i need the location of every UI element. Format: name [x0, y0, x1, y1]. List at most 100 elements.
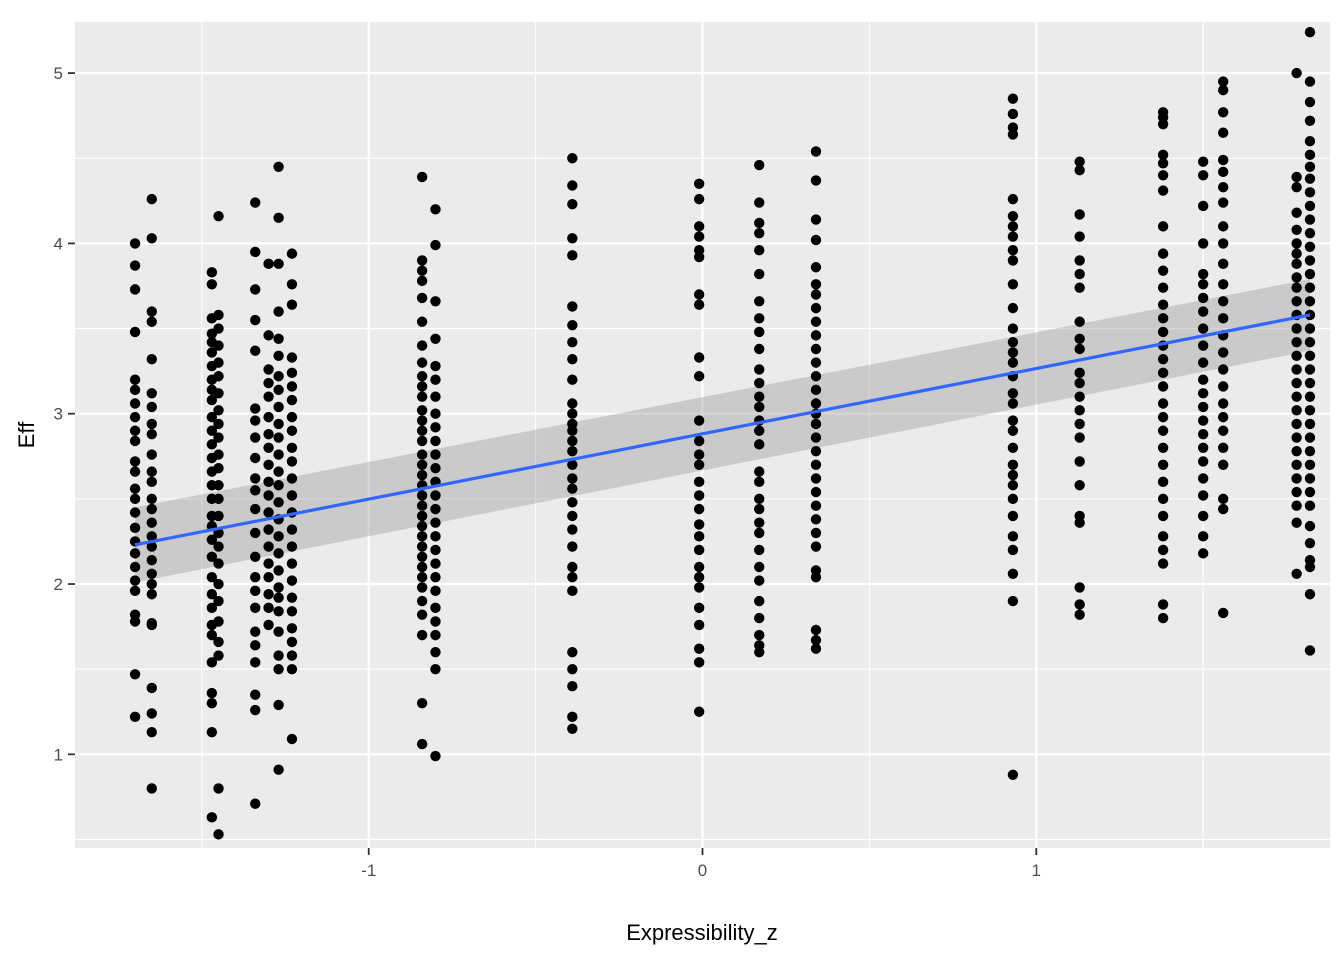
- data-point: [286, 623, 298, 634]
- data-point: [1291, 272, 1302, 283]
- regression-line: [134, 313, 1311, 547]
- data-point: [263, 364, 274, 375]
- data-point: [430, 239, 441, 251]
- data-point: [1304, 561, 1316, 573]
- data-point: [263, 490, 274, 501]
- data-point: [416, 381, 428, 392]
- data-point: [1007, 531, 1019, 542]
- data-point: [1007, 480, 1019, 491]
- data-point: [416, 255, 428, 266]
- data-point: [1291, 486, 1302, 498]
- data-point: [693, 299, 705, 310]
- data-point: [693, 519, 705, 530]
- data-point: [206, 687, 218, 699]
- data-point: [416, 415, 428, 426]
- data-point: [1074, 391, 1085, 402]
- data-point: [250, 503, 261, 515]
- data-point: [1074, 316, 1085, 327]
- data-point: [1197, 238, 1209, 249]
- data-point: [273, 592, 284, 603]
- data-point: [1304, 149, 1316, 161]
- data-point: [1291, 207, 1302, 218]
- data-point: [810, 302, 822, 314]
- data-point: [567, 319, 578, 331]
- data-point: [416, 582, 428, 593]
- data-point: [416, 405, 428, 416]
- data-point: [1291, 405, 1302, 416]
- data-point: [430, 646, 441, 658]
- data-point: [1217, 127, 1229, 138]
- y-tick-label: 2: [54, 575, 63, 594]
- data-point: [146, 541, 157, 552]
- data-point: [810, 418, 822, 430]
- data-point: [1007, 93, 1019, 104]
- data-point: [810, 234, 822, 246]
- data-point: [1217, 607, 1229, 619]
- data-point: [273, 418, 284, 430]
- data-point: [1217, 347, 1229, 358]
- data-point: [754, 646, 765, 658]
- data-point: [810, 541, 822, 552]
- data-point: [693, 490, 705, 501]
- data-point: [206, 726, 218, 738]
- data-point: [754, 159, 765, 171]
- data-point: [1291, 459, 1302, 471]
- data-point: [1291, 171, 1302, 183]
- data-point: [263, 377, 274, 389]
- data-point: [146, 316, 157, 327]
- data-point: [1074, 164, 1085, 176]
- data-point: [1157, 326, 1169, 338]
- data-point: [250, 704, 261, 716]
- data-point: [416, 292, 428, 304]
- data-point: [810, 514, 822, 525]
- data-point: [430, 360, 441, 372]
- data-point: [1074, 480, 1085, 491]
- data-point: [810, 459, 822, 471]
- data-point: [416, 425, 428, 436]
- data-point: [250, 432, 261, 443]
- data-point: [567, 483, 578, 494]
- data-point: [693, 352, 705, 363]
- data-point: [1007, 510, 1019, 522]
- data-point: [1304, 589, 1316, 600]
- data-point: [430, 544, 441, 556]
- data-point: [250, 403, 261, 414]
- data-point: [286, 490, 298, 501]
- data-point: [567, 374, 578, 385]
- data-point: [567, 497, 578, 508]
- data-point: [213, 558, 224, 569]
- data-point: [213, 463, 224, 474]
- data-point: [1291, 258, 1302, 270]
- data-point: [1304, 391, 1316, 402]
- data-point: [250, 602, 261, 614]
- fit-line-layer: [134, 313, 1311, 547]
- data-point: [1074, 418, 1085, 430]
- data-point: [1291, 323, 1302, 334]
- data-point: [430, 408, 441, 419]
- data-point: [286, 606, 298, 617]
- data-point: [129, 585, 141, 597]
- data-point: [213, 510, 224, 522]
- data-point: [1157, 398, 1169, 409]
- data-point: [416, 738, 428, 750]
- data-point: [430, 204, 441, 215]
- data-point: [567, 398, 578, 409]
- data-point: [213, 595, 224, 607]
- data-point: [1304, 350, 1316, 362]
- data-point: [1304, 161, 1316, 172]
- data-point: [250, 657, 261, 668]
- data-point: [1157, 248, 1169, 259]
- data-point: [1074, 209, 1085, 220]
- data-point: [810, 500, 822, 511]
- y-tick-label: 1: [54, 745, 63, 764]
- data-point: [263, 507, 274, 518]
- data-point: [273, 449, 284, 460]
- data-point: [250, 246, 261, 258]
- data-point: [129, 384, 141, 396]
- data-point: [146, 517, 157, 528]
- data-point: [416, 551, 428, 562]
- data-point: [416, 609, 428, 620]
- data-point: [146, 578, 157, 590]
- data-point: [1304, 187, 1316, 198]
- data-point: [263, 476, 274, 488]
